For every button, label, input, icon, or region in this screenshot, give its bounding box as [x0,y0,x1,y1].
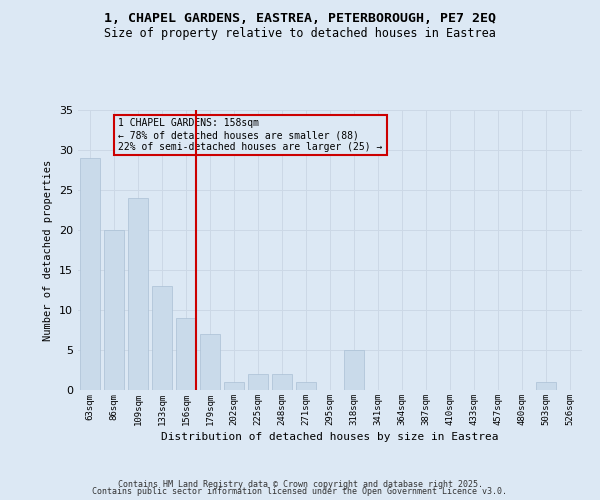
Text: Contains HM Land Registry data © Crown copyright and database right 2025.: Contains HM Land Registry data © Crown c… [118,480,482,489]
Bar [344,350,364,390]
Bar [152,286,172,390]
Bar [200,334,220,390]
Bar [248,374,268,390]
Text: Contains public sector information licensed under the Open Government Licence v3: Contains public sector information licen… [92,488,508,496]
X-axis label: Distribution of detached houses by size in Eastrea: Distribution of detached houses by size … [161,432,499,442]
Bar [104,230,124,390]
Text: 1 CHAPEL GARDENS: 158sqm
← 78% of detached houses are smaller (88)
22% of semi-d: 1 CHAPEL GARDENS: 158sqm ← 78% of detach… [118,118,383,152]
Y-axis label: Number of detached properties: Number of detached properties [43,160,53,340]
Bar [536,382,556,390]
Text: 1, CHAPEL GARDENS, EASTREA, PETERBOROUGH, PE7 2EQ: 1, CHAPEL GARDENS, EASTREA, PETERBOROUGH… [104,12,496,26]
Bar [80,158,100,390]
Bar [224,382,244,390]
Bar [272,374,292,390]
Bar [296,382,316,390]
Bar [128,198,148,390]
Text: Size of property relative to detached houses in Eastrea: Size of property relative to detached ho… [104,28,496,40]
Bar [176,318,196,390]
